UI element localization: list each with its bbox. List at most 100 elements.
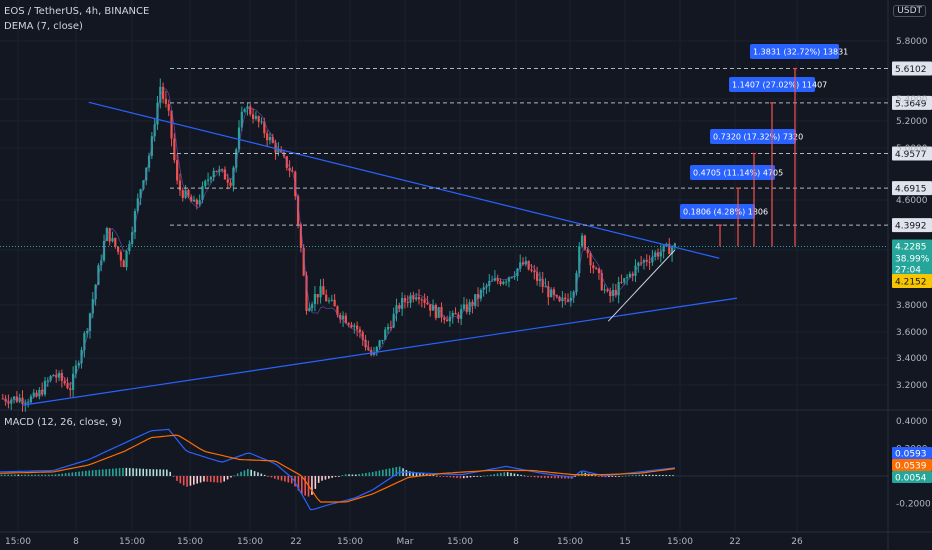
macd-histogram-bar[interactable]	[301, 476, 303, 495]
candle[interactable]	[249, 106, 252, 115]
candle[interactable]	[108, 228, 111, 242]
candle[interactable]	[176, 160, 179, 181]
macd-histogram-bar[interactable]	[172, 476, 175, 477]
candle[interactable]	[617, 282, 620, 296]
candle[interactable]	[350, 324, 353, 328]
macd-histogram-bar[interactable]	[554, 476, 556, 479]
candle[interactable]	[566, 299, 570, 302]
candle[interactable]	[550, 289, 553, 298]
macd-histogram-bar[interactable]	[547, 476, 549, 479]
macd-histogram-bar[interactable]	[439, 476, 441, 477]
macd-histogram-bar[interactable]	[44, 474, 47, 476]
candle[interactable]	[215, 170, 218, 172]
candle[interactable]	[535, 272, 539, 281]
macd-histogram-bar[interactable]	[149, 469, 151, 476]
macd-histogram-bar[interactable]	[513, 473, 516, 476]
macd-histogram-bar[interactable]	[456, 476, 458, 479]
candle[interactable]	[490, 280, 494, 282]
candle[interactable]	[55, 374, 58, 378]
macd-histogram-bar[interactable]	[469, 476, 472, 478]
candle[interactable]	[389, 326, 392, 328]
macd-histogram-bar[interactable]	[365, 472, 367, 476]
candle[interactable]	[274, 142, 277, 153]
candle[interactable]	[139, 189, 142, 199]
candle[interactable]	[46, 380, 49, 382]
macd-histogram-bar[interactable]	[496, 473, 499, 476]
candle[interactable]	[507, 277, 511, 282]
macd-histogram-bar[interactable]	[506, 472, 509, 476]
macd-histogram-bar[interactable]	[395, 467, 398, 476]
macd-histogram-bar[interactable]	[284, 476, 286, 482]
candle[interactable]	[52, 374, 55, 376]
candle[interactable]	[60, 373, 63, 381]
candle[interactable]	[423, 299, 426, 303]
macd-histogram-bar[interactable]	[449, 476, 452, 478]
candle[interactable]	[10, 399, 13, 404]
macd-histogram-bar[interactable]	[422, 473, 425, 476]
macd-histogram-bar[interactable]	[128, 468, 131, 476]
candle[interactable]	[74, 365, 78, 374]
candle[interactable]	[412, 295, 415, 300]
candle[interactable]	[7, 401, 10, 404]
macd-histogram-bar[interactable]	[530, 476, 533, 477]
macd-histogram-bar[interactable]	[608, 476, 610, 477]
macd-histogram-bar[interactable]	[260, 473, 263, 476]
macd-histogram-bar[interactable]	[601, 476, 603, 477]
macd-histogram-bar[interactable]	[348, 474, 350, 476]
candle[interactable]	[420, 299, 423, 301]
candle[interactable]	[319, 286, 322, 298]
candle[interactable]	[347, 323, 350, 325]
candle[interactable]	[266, 133, 269, 141]
macd-histogram-bar[interactable]	[162, 469, 165, 476]
candle[interactable]	[288, 167, 291, 171]
candle[interactable]	[322, 286, 325, 295]
macd-histogram-bar[interactable]	[564, 476, 566, 479]
macd-histogram-bar[interactable]	[354, 474, 357, 476]
candle[interactable]	[476, 294, 480, 299]
target-label-box[interactable]	[750, 44, 839, 59]
candle[interactable]	[77, 363, 80, 366]
candle[interactable]	[372, 352, 376, 355]
macd-histogram-bar[interactable]	[533, 476, 536, 478]
macd-histogram-bar[interactable]	[560, 476, 563, 479]
macd-histogram-bar[interactable]	[64, 473, 67, 476]
macd-histogram-bar[interactable]	[415, 472, 418, 476]
candle[interactable]	[505, 281, 508, 283]
candle[interactable]	[204, 180, 207, 187]
target-label-box[interactable]	[680, 204, 755, 219]
candle[interactable]	[395, 305, 398, 314]
macd-histogram-bar[interactable]	[408, 471, 411, 476]
macd-histogram-bar[interactable]	[20, 474, 23, 476]
candle[interactable]	[443, 317, 446, 320]
macd-histogram-bar[interactable]	[641, 474, 644, 476]
candle[interactable]	[232, 167, 235, 186]
macd-histogram-bar[interactable]	[375, 471, 377, 476]
macd-histogram-bar[interactable]	[98, 469, 101, 476]
macd-histogram-bar[interactable]	[459, 476, 462, 479]
candle[interactable]	[673, 243, 676, 248]
macd-histogram-bar[interactable]	[280, 476, 283, 481]
candle[interactable]	[66, 383, 69, 389]
candle[interactable]	[623, 278, 626, 283]
macd-histogram-bar[interactable]	[520, 474, 522, 476]
macd-histogram-bar[interactable]	[267, 476, 269, 477]
candle[interactable]	[170, 110, 173, 139]
ascending-support-trendline[interactable]	[22, 297, 738, 406]
candle[interactable]	[640, 262, 643, 264]
macd-histogram-bar[interactable]	[81, 471, 84, 476]
candle[interactable]	[313, 294, 317, 305]
macd-histogram-bar[interactable]	[186, 476, 188, 487]
candle[interactable]	[181, 190, 184, 198]
candle[interactable]	[547, 286, 550, 298]
macd-histogram-bar[interactable]	[452, 476, 455, 478]
macd-histogram-bar[interactable]	[510, 472, 512, 476]
macd-histogram-bar[interactable]	[34, 474, 37, 476]
macd-histogram-bar[interactable]	[516, 474, 519, 476]
candle[interactable]	[223, 169, 227, 180]
macd-histogram-bar[interactable]	[635, 474, 637, 476]
candle[interactable]	[457, 314, 460, 319]
macd-histogram-bar[interactable]	[304, 476, 306, 496]
candle[interactable]	[72, 373, 75, 390]
candle[interactable]	[668, 243, 671, 255]
macd-histogram-bar[interactable]	[206, 476, 209, 482]
